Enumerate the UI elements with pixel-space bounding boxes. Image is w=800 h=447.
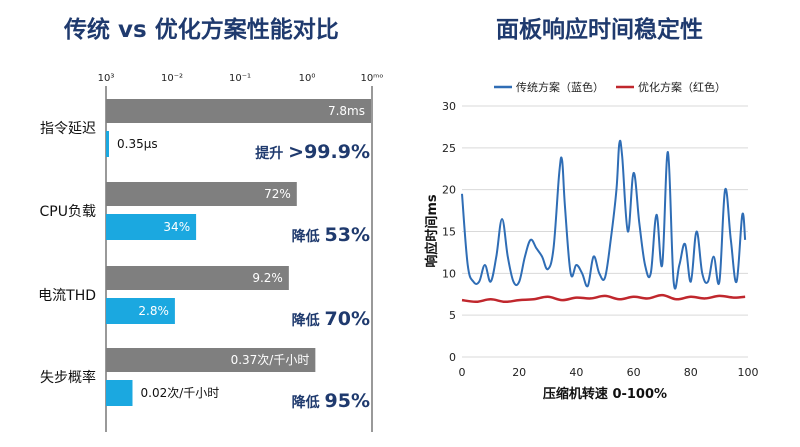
traditional-bar-label: 72% xyxy=(264,187,291,201)
traditional-bar xyxy=(106,99,371,123)
improvement-text: 提升 >99.9% xyxy=(255,141,370,163)
axis-tick-label: 10⁻¹ xyxy=(229,73,251,84)
y-tick-label: 30 xyxy=(442,100,456,113)
y-tick-label: 5 xyxy=(449,309,456,322)
improvement-text: 降低 95% xyxy=(292,390,370,412)
optimized-bar-label: 0.02次/千小时 xyxy=(141,386,220,400)
traditional-bar xyxy=(106,266,289,290)
y-axis-title: 响应时间ms xyxy=(424,194,440,268)
improvement-value: 95% xyxy=(325,390,370,412)
x-tick-label: 100 xyxy=(738,366,759,379)
improvement-value: 53% xyxy=(325,224,370,246)
improvement-prefix: 提升 xyxy=(255,145,288,162)
optimized-bar-label: 0.35μs xyxy=(117,137,158,151)
improvement-prefix: 降低 xyxy=(292,394,325,411)
legend-label: 传统方案（蓝色） xyxy=(516,80,604,94)
row-label: 指令延迟 xyxy=(40,121,96,137)
optimized-bar xyxy=(106,131,109,157)
y-tick-label: 20 xyxy=(442,184,456,197)
improvement-text: 降低 70% xyxy=(292,308,370,330)
axis-tick-label: 10ᵐᵒ xyxy=(360,73,383,84)
x-tick-label: 40 xyxy=(569,366,583,379)
series-line-1 xyxy=(461,293,746,304)
y-tick-label: 0 xyxy=(449,351,456,364)
x-tick-label: 0 xyxy=(459,366,466,379)
legend-label: 优化方案（红色） xyxy=(638,80,726,94)
axis-tick-label: 10⁰ xyxy=(299,73,316,84)
series-line-0 xyxy=(461,139,747,290)
x-tick-label: 20 xyxy=(512,366,526,379)
optimized-bar-label: 2.8% xyxy=(138,304,169,318)
row-label: CPU负载 xyxy=(40,204,96,220)
traditional-bar-label: 0.37次/千小时 xyxy=(231,353,310,367)
y-tick-label: 25 xyxy=(442,142,456,155)
traditional-bar-label: 9.2% xyxy=(252,271,283,285)
x-tick-label: 80 xyxy=(684,366,698,379)
axis-tick-label: 10⁻² xyxy=(161,73,183,84)
improvement-value: 70% xyxy=(325,308,370,330)
axis-tick-label: 10³ xyxy=(98,73,115,84)
traditional-bar-label: 7.8ms xyxy=(328,104,365,118)
row-label: 失步概率 xyxy=(40,369,96,386)
right-chart-title: 面板响应时间稳定性 xyxy=(496,17,703,43)
left-chart-title: 传统 vs 优化方案性能对比 xyxy=(64,17,339,43)
improvement-prefix: 降低 xyxy=(292,228,325,245)
row-label: 电流THD xyxy=(38,288,96,304)
optimized-bar xyxy=(106,214,197,240)
optimized-bar xyxy=(106,380,133,406)
optimized-bar xyxy=(106,298,175,324)
x-tick-label: 60 xyxy=(627,366,641,379)
x-axis-title: 压缩机转速 0-100% xyxy=(543,386,667,402)
traditional-bar xyxy=(106,182,297,206)
improvement-value: >99.9% xyxy=(288,141,370,163)
y-tick-label: 15 xyxy=(442,226,456,239)
traditional-bar xyxy=(106,348,316,372)
improvement-prefix: 降低 xyxy=(292,312,325,329)
y-tick-label: 10 xyxy=(442,267,456,280)
optimized-bar-label: 34% xyxy=(163,220,190,234)
improvement-text: 降低 53% xyxy=(292,224,370,246)
